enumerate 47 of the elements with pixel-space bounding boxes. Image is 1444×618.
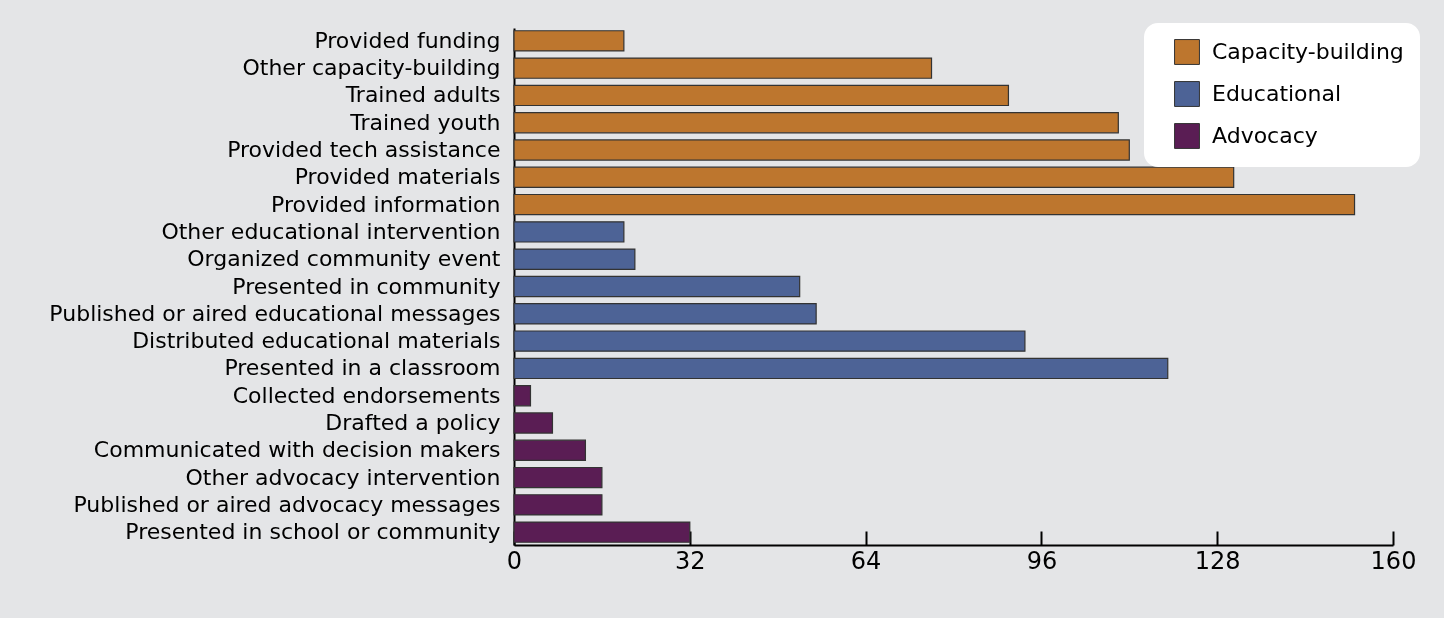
y-tick-label: Other capacity-building <box>242 55 501 81</box>
bar <box>513 494 603 516</box>
y-tick-label: Collected endorsements <box>232 382 501 408</box>
bar <box>513 139 1130 161</box>
bar <box>513 166 1235 189</box>
y-tick-label: Presented in community <box>232 273 501 299</box>
x-tick-label: 96 <box>1026 546 1058 575</box>
bar <box>513 248 636 270</box>
y-tick-label: Distributed educational materials <box>132 328 501 354</box>
y-tick-label: Other advocacy intervention <box>185 464 501 490</box>
bar <box>513 466 603 489</box>
bar <box>513 412 554 434</box>
bar <box>513 112 1119 134</box>
bar <box>513 303 817 325</box>
y-tick-label: Provided funding <box>314 27 501 53</box>
x-tick-label: 160 <box>1370 546 1417 575</box>
legend-label: Educational <box>1212 81 1342 106</box>
x-tick-label: 32 <box>675 546 706 575</box>
y-tick-label: Published or aired advocacy messages <box>73 491 501 517</box>
x-tick-label: 64 <box>850 546 882 575</box>
bar <box>513 330 1026 352</box>
y-tick-label: Published or aired educational messages <box>49 300 501 326</box>
y-tick-label: Trained adults <box>344 82 501 108</box>
y-tick-label: Presented in school or community <box>125 519 501 545</box>
y-tick-label: Organized community event <box>187 246 501 272</box>
y-tick-label: Drafted a policy <box>325 409 501 435</box>
y-tick-label: Presented in a classroom <box>224 355 501 381</box>
y-tick-label: Communicated with decision makers <box>93 437 501 463</box>
bar <box>513 193 1356 216</box>
y-tick-label: Other educational intervention <box>161 218 501 244</box>
bar <box>513 84 1010 107</box>
y-tick-label: Provided tech assistance <box>227 137 501 163</box>
bar <box>513 384 532 407</box>
legend-label: Capacity-building <box>1212 39 1404 64</box>
bar <box>513 521 691 543</box>
x-tick-label: 128 <box>1194 546 1241 575</box>
y-tick-label: Trained youth <box>349 109 501 135</box>
y-tick-label: Provided information <box>271 191 501 217</box>
bar <box>513 275 801 298</box>
x-tick-label: 0 <box>506 546 523 575</box>
bar <box>513 439 587 461</box>
bar <box>513 221 625 243</box>
y-tick-label: Provided materials <box>294 164 501 190</box>
bar <box>513 30 625 52</box>
bar <box>513 357 1169 380</box>
legend-label: Advocacy <box>1212 123 1318 148</box>
bar <box>513 57 933 79</box>
